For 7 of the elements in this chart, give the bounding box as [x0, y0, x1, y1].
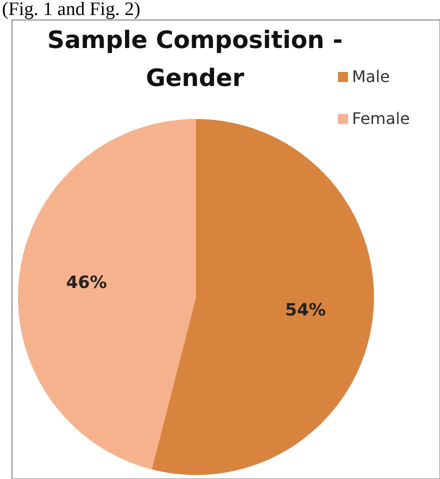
data-label: 54% [285, 300, 326, 320]
text: (Fig. 1 and Fig. 2) [2, 0, 140, 20]
legend-label: Male [352, 67, 390, 86]
data-label: 46% [66, 272, 107, 293]
legend-label: Female [352, 109, 410, 128]
chart-title: Sample Composition - Gender [47, 26, 343, 92]
pie-slice [18, 119, 196, 470]
